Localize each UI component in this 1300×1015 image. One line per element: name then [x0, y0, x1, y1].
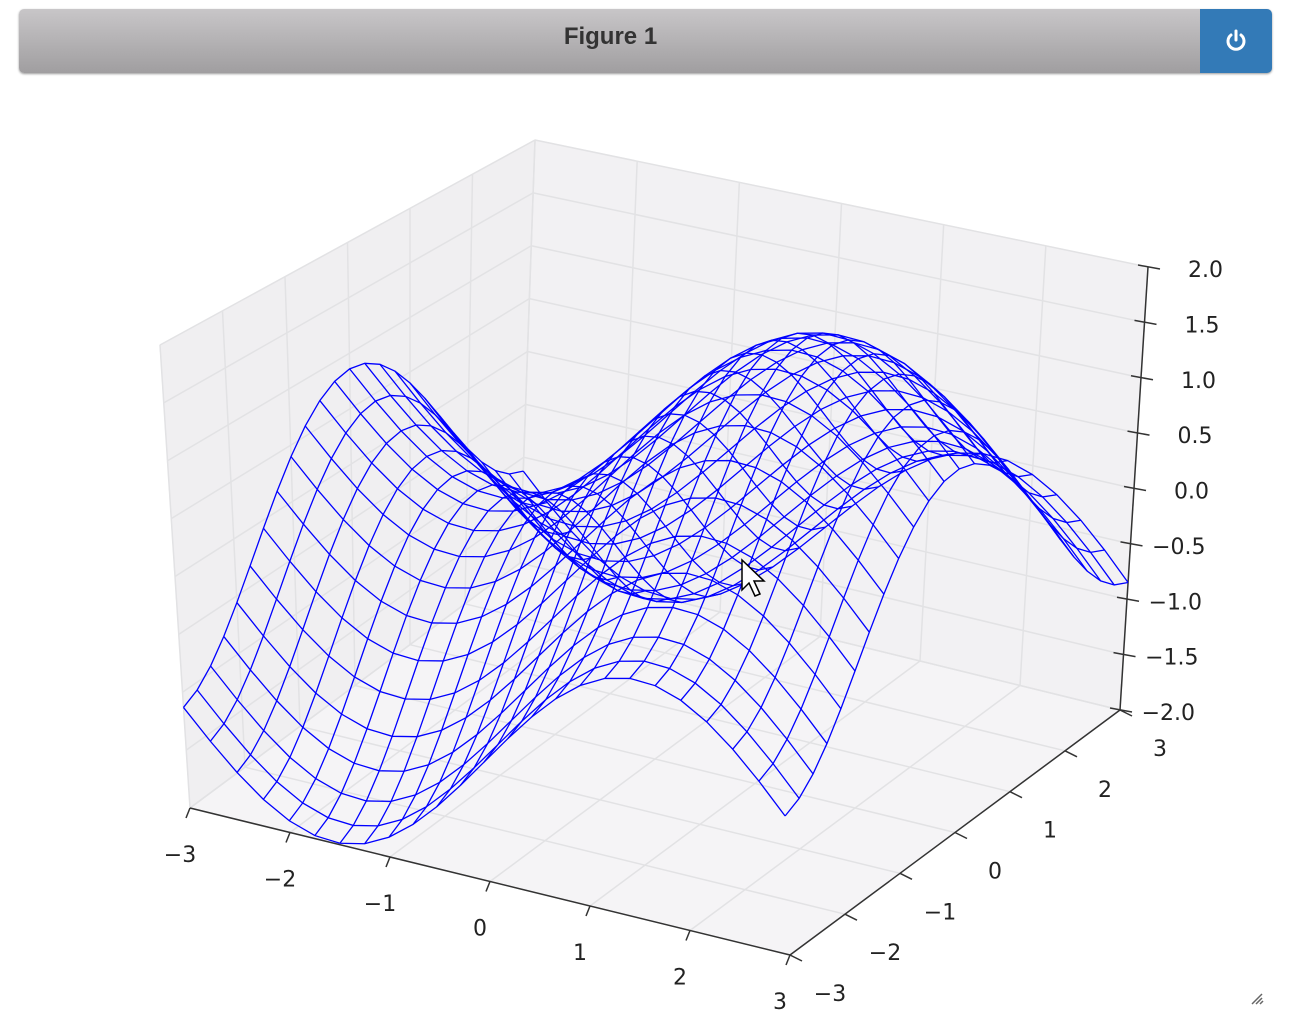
- gridline: [354, 684, 956, 834]
- z-tick-label: 1.0: [1181, 369, 1216, 394]
- z-tick-label: −0.5: [1152, 535, 1205, 560]
- z-tick: [1109, 707, 1133, 713]
- x-tick-label: −2: [264, 868, 296, 893]
- y-tick-label: 0: [988, 860, 1002, 885]
- x-tick: [485, 881, 491, 892]
- z-tick: [1127, 430, 1150, 436]
- gridline: [244, 766, 846, 915]
- z-tick: [1113, 651, 1136, 658]
- y-tick: [1119, 709, 1133, 717]
- y-tick: [1009, 790, 1023, 799]
- gridline: [521, 509, 1124, 656]
- y-tick-label: 1: [1043, 819, 1057, 844]
- y-tick: [789, 954, 803, 962]
- gridline: [534, 139, 1149, 268]
- y-tick-label: −1: [924, 900, 956, 925]
- z-tick-label: 2.0: [1188, 258, 1223, 283]
- x-tick: [285, 832, 291, 843]
- x-tick-label: 0: [473, 917, 487, 942]
- tick-labels: −3 −2 −1 0 1 2 3 −3 −2 −1 0 1 2 3 −2.0 −1.5 −1.0 −0.5 0.0 0…: [164, 258, 1223, 1015]
- wireframe-line: [706, 373, 1057, 723]
- gridline: [167, 245, 532, 462]
- y-tick: [899, 872, 913, 881]
- axes-panes: [159, 139, 1149, 956]
- y-tick-label: 2: [1098, 778, 1112, 803]
- gridline: [178, 403, 527, 636]
- power-icon: [1226, 29, 1246, 51]
- wireframe-surface: [182, 332, 1129, 845]
- gridline: [185, 509, 523, 751]
- x-tick: [185, 807, 191, 819]
- axis-lines: [185, 264, 1161, 966]
- z-tick: [1130, 375, 1154, 381]
- y-tick-label: −2: [869, 941, 901, 966]
- gridline: [527, 350, 1135, 490]
- z-tick-label: 0.5: [1178, 424, 1213, 449]
- z-tick-label: −2.0: [1142, 701, 1195, 726]
- gridline: [531, 245, 1142, 379]
- mouse-cursor-icon: [741, 558, 766, 597]
- figure-title: Figure 1: [563, 23, 658, 50]
- z-tick: [1116, 596, 1140, 602]
- gridline: [159, 139, 536, 346]
- y-tick-label: 3: [1153, 737, 1167, 762]
- z-tick: [1134, 319, 1157, 326]
- x-tick-label: −3: [164, 843, 196, 868]
- x-tick-label: 1: [573, 941, 587, 966]
- figure-titlebar: Figure 1: [19, 9, 1272, 73]
- x-tick: [585, 905, 591, 917]
- z-tick-label: 0.0: [1174, 480, 1209, 505]
- x-tick: [785, 954, 791, 966]
- close-figure-button[interactable]: [1200, 9, 1272, 73]
- x-tick: [685, 930, 691, 941]
- z-tick-label: −1.5: [1145, 646, 1198, 671]
- gridline: [182, 456, 525, 693]
- gridline: [532, 192, 1145, 324]
- gridline: [170, 297, 530, 520]
- gridline: [174, 350, 528, 578]
- z-tick: [1137, 264, 1161, 270]
- x-tick: [385, 856, 391, 868]
- z-tick: [1120, 541, 1143, 547]
- y-tick: [844, 913, 858, 921]
- z-tick-label: 1.5: [1185, 313, 1220, 338]
- resize-handle[interactable]: [1251, 993, 1264, 1005]
- wireframe-line: [508, 454, 1115, 604]
- wireframe-line: [522, 452, 1129, 600]
- z-tick-label: −1.0: [1149, 590, 1202, 615]
- gridline: [299, 725, 901, 875]
- x-tick-label: 3: [773, 990, 787, 1015]
- z-tick: [1123, 485, 1147, 492]
- y-tick-label: −3: [814, 982, 846, 1007]
- wireframe-line: [784, 462, 1129, 817]
- y-tick: [954, 831, 968, 840]
- x-tick-label: −1: [364, 892, 396, 917]
- gridline: [163, 192, 534, 404]
- y-tick: [1064, 750, 1078, 758]
- x-tick-label: 2: [673, 966, 687, 991]
